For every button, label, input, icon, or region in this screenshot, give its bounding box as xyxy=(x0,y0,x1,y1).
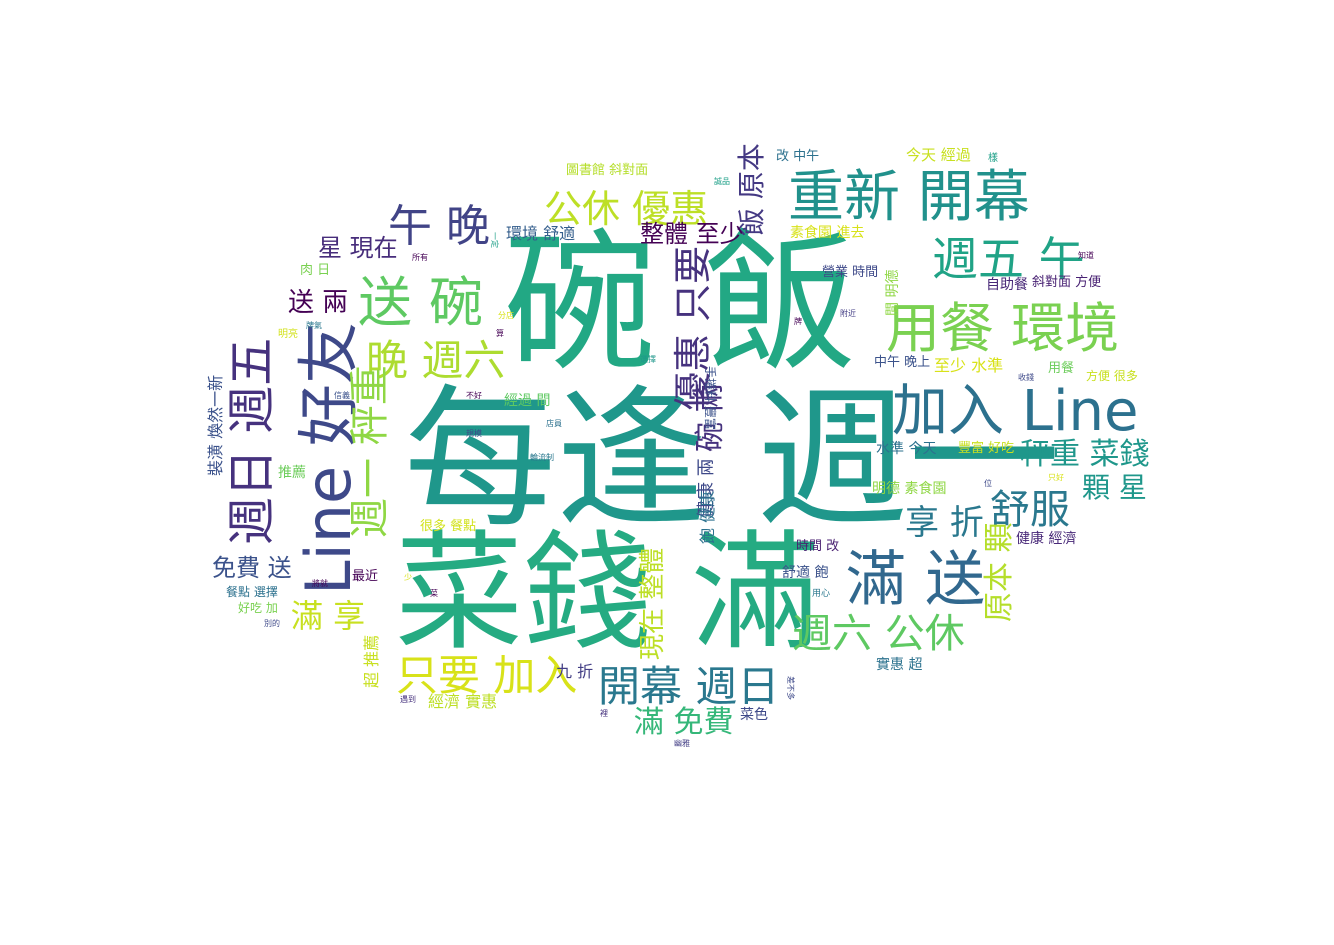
word-zizhucan: 自助餐 xyxy=(986,277,1028,293)
word-xianzai-zhengti: 現在 整體 xyxy=(638,547,668,660)
word-zhidao: 知道 xyxy=(1078,251,1094,260)
word-huanjing-shushi: 環境 舒適 xyxy=(506,224,576,243)
word-xinyi: 信義 xyxy=(334,391,350,400)
word-haochi-jia: 好吃 加 xyxy=(238,601,278,615)
word-zhouyi-chengzhong: 週一 秤重 xyxy=(347,365,393,538)
word-zhengti-zhishao: 整體 至少 xyxy=(640,220,744,248)
word-zhouliu-gongxiu: 週六 公休 xyxy=(792,611,965,657)
word-mingde-sushiyuan: 明德 素食園 xyxy=(872,481,947,497)
word-song-liang: 送 兩 xyxy=(288,288,349,318)
word-candian-xuanze: 餐點 選擇 xyxy=(226,585,278,599)
word-kaimu-zhouri: 開幕 週日 xyxy=(598,662,780,711)
word-yiding: 一定 xyxy=(490,232,499,248)
word-tushuguan: 圖書館 斜對面 xyxy=(566,163,649,178)
word-jingji-shihui: 經濟 實惠 xyxy=(428,692,498,711)
word-chengpin: 誠品 xyxy=(714,177,730,186)
word-wu-wan: 午 晚 xyxy=(388,201,490,252)
word-shuizhun-jintian: 水準 今天 xyxy=(876,441,937,457)
word-wan-fan: 碗 飯 xyxy=(504,215,857,392)
word-man-song: 滿 送 xyxy=(846,545,986,615)
word-chongxin-kaimu: 重新 開幕 xyxy=(788,165,1030,230)
word-yongxin: 用心 xyxy=(812,589,831,599)
word-shushi-bao: 舒適 飽 xyxy=(782,565,829,581)
word-dianyuan: 店員 xyxy=(546,419,562,428)
word-lunliuzhi: 輪流制 xyxy=(530,453,554,462)
word-jiankang-jingji: 健康 經濟 xyxy=(1016,531,1077,547)
word-cai: 菜 xyxy=(430,589,438,598)
word-shufu: 舒服 xyxy=(990,487,1070,533)
word-jiaru-line: 加入 Line xyxy=(892,379,1139,444)
word-henduo-candian: 很多 餐點 xyxy=(420,519,477,534)
word-shoujuanliao: 手捲料 豐富 xyxy=(703,366,717,430)
word-fendian: 分店 xyxy=(498,311,514,320)
word-zhongwu-wanshang: 中午 晚上 xyxy=(874,355,931,370)
word-xuanze: 選擇 xyxy=(640,355,656,364)
word-yongcan: 用餐 xyxy=(1048,361,1075,376)
word-mingliang: 明亮 xyxy=(278,329,298,340)
word-ke-xing: 顆 星 xyxy=(1082,471,1147,504)
word-xieduimian-fangbian: 斜對面 方便 xyxy=(1032,275,1102,290)
word-gongxiu-youhui: 公休 優惠 xyxy=(544,187,709,231)
word-yingye-shijian: 營業 時間 xyxy=(822,265,879,280)
word-zhishao-shuizhun: 至少 水準 xyxy=(934,356,1004,375)
word-wei: 位 xyxy=(984,479,992,488)
word-pai: 牌 xyxy=(794,317,802,326)
word-fangbian-henduo: 方便 很多 xyxy=(1086,369,1138,383)
word-chabuduo: 差不多 xyxy=(786,676,795,700)
word-shihui-chao: 實惠 超 xyxy=(876,657,923,673)
word-shao: 少 xyxy=(404,573,412,582)
word-song-wan: 送 碗 xyxy=(358,271,484,334)
word-biede: 別的 xyxy=(264,619,280,628)
word-zhouwu-wu: 週五 午 xyxy=(932,232,1085,286)
word-jingguo-jian: 經過 間 xyxy=(504,393,551,409)
word-bao-jiankang: 飽 健康 xyxy=(698,490,717,544)
word-chao-tuijian: 超 推薦 xyxy=(362,634,381,688)
word-mianfei-song: 免費 送 xyxy=(212,554,292,582)
word-fengfu-haochi: 豐富 好吃 xyxy=(958,441,1015,456)
word-suan: 算 xyxy=(496,329,504,338)
word-youya: 幽雅 xyxy=(674,739,690,748)
word-man-xiang: 滿 享 xyxy=(291,597,366,635)
word-yudao: 遇到 xyxy=(400,695,416,704)
word-chengzhong-caiqian: 秤重 菜錢 xyxy=(1020,437,1150,472)
word-tuijian: 推薦 xyxy=(278,465,306,481)
word-xing-xianzai: 星 現在 xyxy=(318,234,398,262)
word-jiu-zhe: 九 折 xyxy=(556,662,594,681)
word-gai-zhongwu: 改 中午 xyxy=(776,149,820,164)
word-rou-ri: 肉 日 xyxy=(300,263,331,278)
word-buhao: 不好 xyxy=(466,391,482,400)
word-xiang-zhe: 享 折 xyxy=(905,503,984,543)
word-yang: 樣 xyxy=(988,153,998,164)
word-shouqian: 收錢 xyxy=(1018,373,1034,382)
word-yongcan-huanjing: 用餐 環境 xyxy=(886,297,1120,360)
word-wan-zhouliu: 晚 週六 xyxy=(366,336,506,385)
word-paiqi: 牌氣 xyxy=(306,321,322,330)
word-li: 裡 xyxy=(600,709,608,718)
word-jiangjiu: 將就 xyxy=(312,579,328,588)
word-caise: 菜色 xyxy=(740,707,768,723)
word-zhouri-zhouwu: 週日 週五 xyxy=(224,337,280,545)
word-meifeng-zhouyi: 每逢 週一 xyxy=(404,371,1061,548)
word-suoyou: 所有 xyxy=(412,253,428,262)
word-zhuanghuang: 裝潢 煥然一新 xyxy=(206,374,225,476)
word-sushiyuan-jinqu: 素食園 進去 xyxy=(790,225,865,241)
word-fujin: 附近 xyxy=(840,309,856,318)
word-zuijin: 最近 xyxy=(352,569,379,584)
word-zhiyao-jiaru: 只要 加入 xyxy=(396,651,578,700)
word-man-mianfei: 滿 免費 xyxy=(634,705,734,740)
word-jintian-jingguo: 今天 經過 xyxy=(906,146,971,164)
word-yuanben-ke: 原本 顆 xyxy=(982,522,1017,622)
word-jian-mingde: 間 明德 xyxy=(885,269,901,316)
word-guimo: 規模 xyxy=(466,429,482,438)
word-shijian-gai: 時間 改 xyxy=(796,539,840,554)
word-caiqian-man: 菜錢 滿 xyxy=(395,519,820,668)
word-zhihao: 只好 xyxy=(1048,473,1064,482)
